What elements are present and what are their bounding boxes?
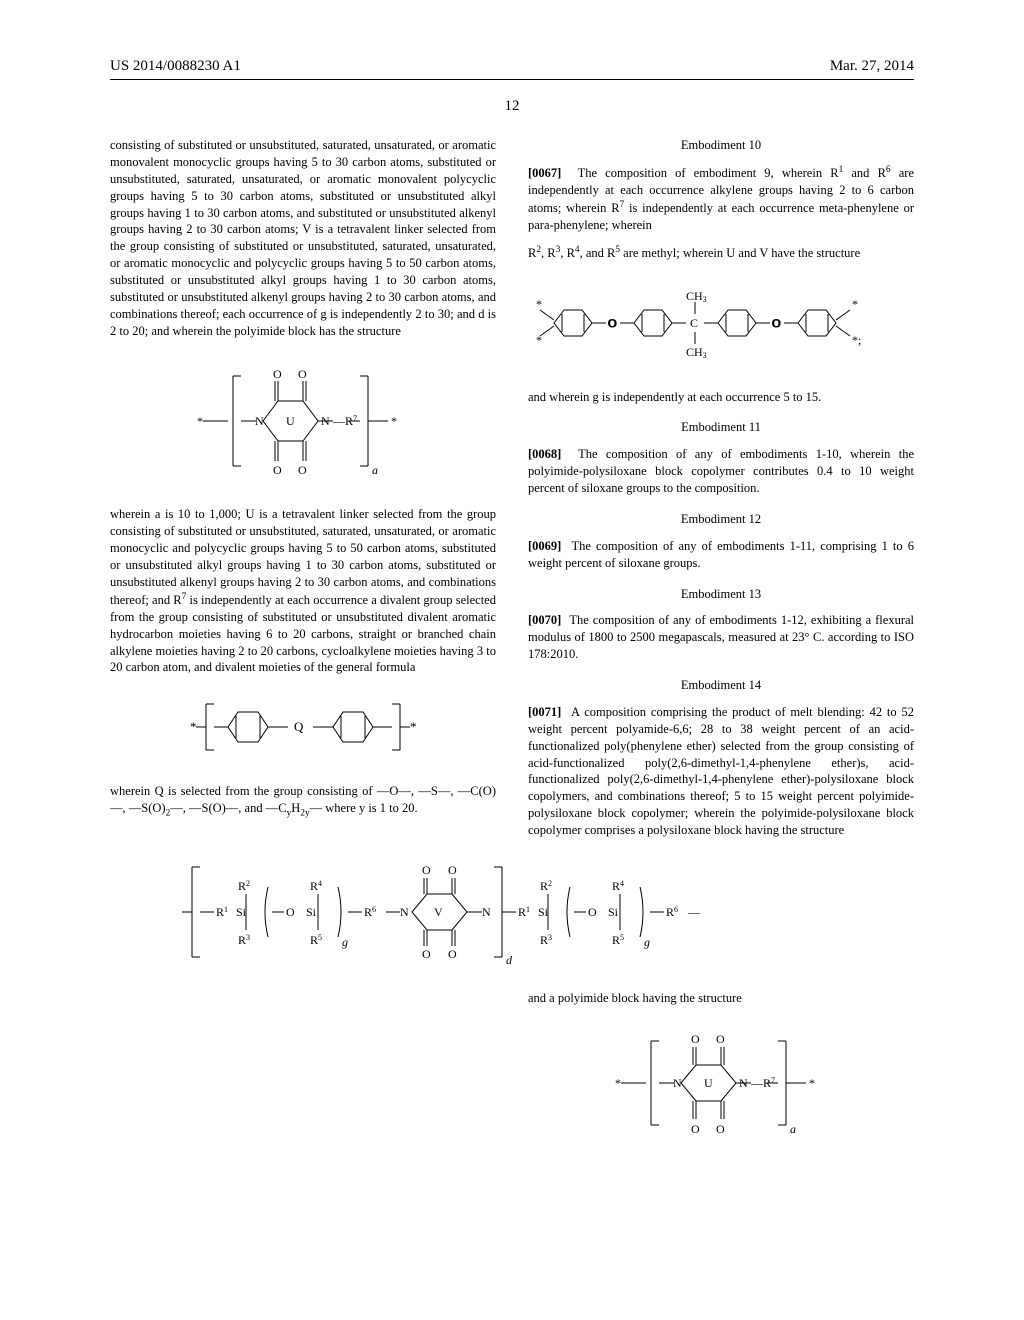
svg-text:R3: R3: [238, 933, 250, 947]
body-paragraph: R2, R3, R4, and R5 are methyl; wherein U…: [528, 244, 914, 262]
svg-text:O: O: [691, 1032, 700, 1046]
svg-text:R6: R6: [666, 905, 678, 919]
svg-text:O: O: [772, 316, 781, 330]
embodiment-11-heading: Embodiment 11: [528, 419, 914, 436]
svg-text:R2: R2: [238, 879, 250, 893]
embodiment-13-paragraph: [0070] The composition of any of embodim…: [528, 612, 914, 663]
svg-text:O: O: [298, 463, 307, 477]
svg-text:O: O: [422, 947, 431, 961]
svg-text:*: *: [410, 719, 417, 734]
svg-text:O: O: [286, 905, 295, 919]
svg-text:R3: R3: [540, 933, 552, 947]
svg-text:N: N: [673, 1076, 682, 1090]
svg-text:O: O: [588, 905, 597, 919]
svg-text:O: O: [298, 367, 307, 381]
polyimide-structure-1: * N U N —R7 O O O O * a: [110, 356, 496, 491]
patent-page: US 2014/0088230 A1 Mar. 27, 2014 12 cons…: [0, 0, 1024, 1320]
svg-text:a: a: [790, 1122, 796, 1136]
svg-text:R5: R5: [612, 933, 624, 947]
svg-text:a: a: [372, 463, 378, 477]
svg-text:N: N: [400, 905, 409, 919]
body-paragraph: wherein a is 10 to 1,000; U is a tetrava…: [110, 506, 496, 676]
svg-text:O: O: [716, 1032, 725, 1046]
embodiment-13-heading: Embodiment 13: [528, 586, 914, 603]
svg-text:R4: R4: [310, 879, 322, 893]
svg-text:N: N: [321, 414, 330, 428]
embodiment-10-paragraph: [0067] The composition of embodiment 9, …: [528, 164, 914, 234]
body-paragraph: and wherein g is independently at each o…: [528, 389, 914, 406]
svg-text:*: *: [190, 719, 197, 734]
svg-text:O: O: [608, 316, 617, 330]
patent-number: US 2014/0088230 A1: [110, 58, 241, 75]
svg-text:*: *: [852, 297, 858, 311]
svg-text:Si: Si: [236, 905, 247, 919]
svg-text:R1: R1: [518, 905, 530, 919]
svg-text:g: g: [644, 935, 650, 949]
svg-text:O: O: [448, 947, 457, 961]
polysiloxane-structure-wide: R1 Si R2 R3 O Si R4 R5 g R6 N V OO OO N …: [110, 852, 914, 977]
two-column-body: consisting of substituted or unsubstitut…: [110, 137, 914, 1164]
embodiment-11-paragraph: [0068] The composition of any of embodim…: [528, 446, 914, 497]
svg-text:O: O: [273, 367, 282, 381]
uv-structure: O O: [528, 278, 914, 373]
svg-text:N: N: [739, 1076, 748, 1090]
polyimide-structure-2: * N U N —R7 O O O O * a: [528, 1023, 914, 1148]
svg-text:R2: R2: [540, 879, 552, 893]
svg-text:*;: *;: [852, 333, 861, 347]
svg-text:N: N: [482, 905, 491, 919]
page-number: 12: [110, 98, 914, 115]
svg-text:V: V: [434, 905, 443, 919]
svg-text:*: *: [536, 297, 542, 311]
svg-text:R1: R1: [216, 905, 228, 919]
svg-text:*: *: [809, 1076, 815, 1090]
svg-text:*: *: [615, 1076, 621, 1090]
body-paragraph: wherein Q is selected from the group con…: [110, 783, 496, 820]
svg-text:*: *: [536, 333, 542, 347]
svg-text:Si: Si: [608, 905, 619, 919]
svg-text:O: O: [273, 463, 282, 477]
svg-text:R4: R4: [612, 879, 624, 893]
svg-text:O: O: [422, 863, 431, 877]
svg-text:R5: R5: [310, 933, 322, 947]
diphenyl-q-structure: * Q *: [110, 692, 496, 767]
patent-date: Mar. 27, 2014: [830, 58, 914, 75]
svg-text:—R7: —R7: [750, 1076, 775, 1090]
svg-text:*: *: [391, 414, 397, 428]
svg-text:*: *: [197, 414, 203, 428]
svg-text:O: O: [716, 1122, 725, 1136]
body-paragraph: consisting of substituted or unsubstitut…: [110, 137, 496, 340]
svg-text:Si: Si: [538, 905, 549, 919]
embodiment-12-heading: Embodiment 12: [528, 511, 914, 528]
svg-text:O: O: [691, 1122, 700, 1136]
svg-text:N: N: [255, 414, 264, 428]
svg-text:d: d: [506, 953, 513, 967]
svg-text:—R7: —R7: [332, 414, 357, 428]
svg-text:Si: Si: [306, 905, 317, 919]
svg-text:C: C: [690, 316, 698, 330]
svg-text:Q: Q: [294, 719, 304, 734]
svg-text:—: —: [687, 905, 701, 919]
svg-text:R6: R6: [364, 905, 376, 919]
body-paragraph: [110, 990, 496, 1007]
svg-text:g: g: [342, 935, 348, 949]
embodiment-14-paragraph: [0071] A composition comprising the prod…: [528, 704, 914, 839]
svg-text:CH3: CH3: [686, 289, 707, 304]
embodiment-12-paragraph: [0069] The composition of any of embodim…: [528, 538, 914, 572]
svg-text:U: U: [286, 414, 295, 428]
page-header: US 2014/0088230 A1 Mar. 27, 2014: [110, 58, 914, 80]
svg-text:CH3: CH3: [686, 345, 707, 360]
embodiment-10-heading: Embodiment 10: [528, 137, 914, 154]
svg-text:O: O: [448, 863, 457, 877]
embodiment-14-heading: Embodiment 14: [528, 677, 914, 694]
svg-text:U: U: [704, 1076, 713, 1090]
body-paragraph: and a polyimide block having the structu…: [528, 990, 914, 1007]
